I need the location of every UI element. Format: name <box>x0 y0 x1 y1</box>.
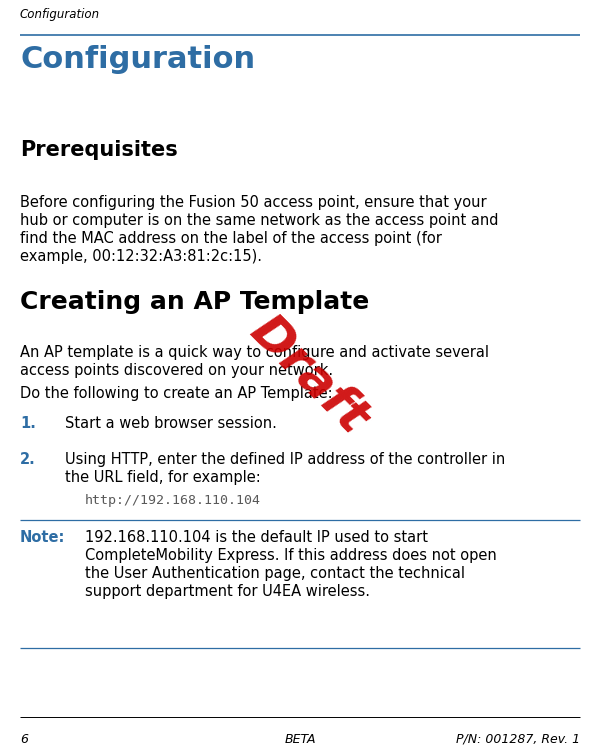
Text: http://192.168.110.104: http://192.168.110.104 <box>85 494 261 507</box>
Text: access points discovered on your network.: access points discovered on your network… <box>20 363 333 378</box>
Text: An AP template is a quick way to configure and activate several: An AP template is a quick way to configu… <box>20 345 489 360</box>
Text: Before configuring the Fusion 50 access point, ensure that your: Before configuring the Fusion 50 access … <box>20 195 487 210</box>
Text: 1.: 1. <box>20 416 36 431</box>
Text: Configuration: Configuration <box>20 45 255 74</box>
Text: Note:: Note: <box>20 530 65 545</box>
Text: Configuration: Configuration <box>20 8 100 21</box>
Text: Do the following to create an AP Template:: Do the following to create an AP Templat… <box>20 386 332 401</box>
Text: Using HTTP, enter the defined IP address of the controller in: Using HTTP, enter the defined IP address… <box>65 452 505 467</box>
Text: support department for U4EA wireless.: support department for U4EA wireless. <box>85 584 370 599</box>
Text: P/N: 001287, Rev. 1: P/N: 001287, Rev. 1 <box>456 733 580 746</box>
Text: Prerequisites: Prerequisites <box>20 140 178 160</box>
Text: the URL field, for example:: the URL field, for example: <box>65 470 261 485</box>
Text: hub or computer is on the same network as the access point and: hub or computer is on the same network a… <box>20 213 499 228</box>
Text: CompleteMobility Express. If this address does not open: CompleteMobility Express. If this addres… <box>85 548 497 563</box>
Text: find the MAC address on the label of the access point (for: find the MAC address on the label of the… <box>20 231 442 246</box>
Text: BETA: BETA <box>284 733 316 746</box>
Text: 192.168.110.104 is the default IP used to start: 192.168.110.104 is the default IP used t… <box>85 530 428 545</box>
Text: Start a web browser session.: Start a web browser session. <box>65 416 277 431</box>
Text: 6: 6 <box>20 733 28 746</box>
Text: Draft: Draft <box>242 306 379 443</box>
Text: example, 00:12:32:A3:81:2c:15).: example, 00:12:32:A3:81:2c:15). <box>20 249 262 264</box>
Text: 2.: 2. <box>20 452 36 467</box>
Text: the User Authentication page, contact the technical: the User Authentication page, contact th… <box>85 566 465 581</box>
Text: Creating an AP Template: Creating an AP Template <box>20 290 369 314</box>
